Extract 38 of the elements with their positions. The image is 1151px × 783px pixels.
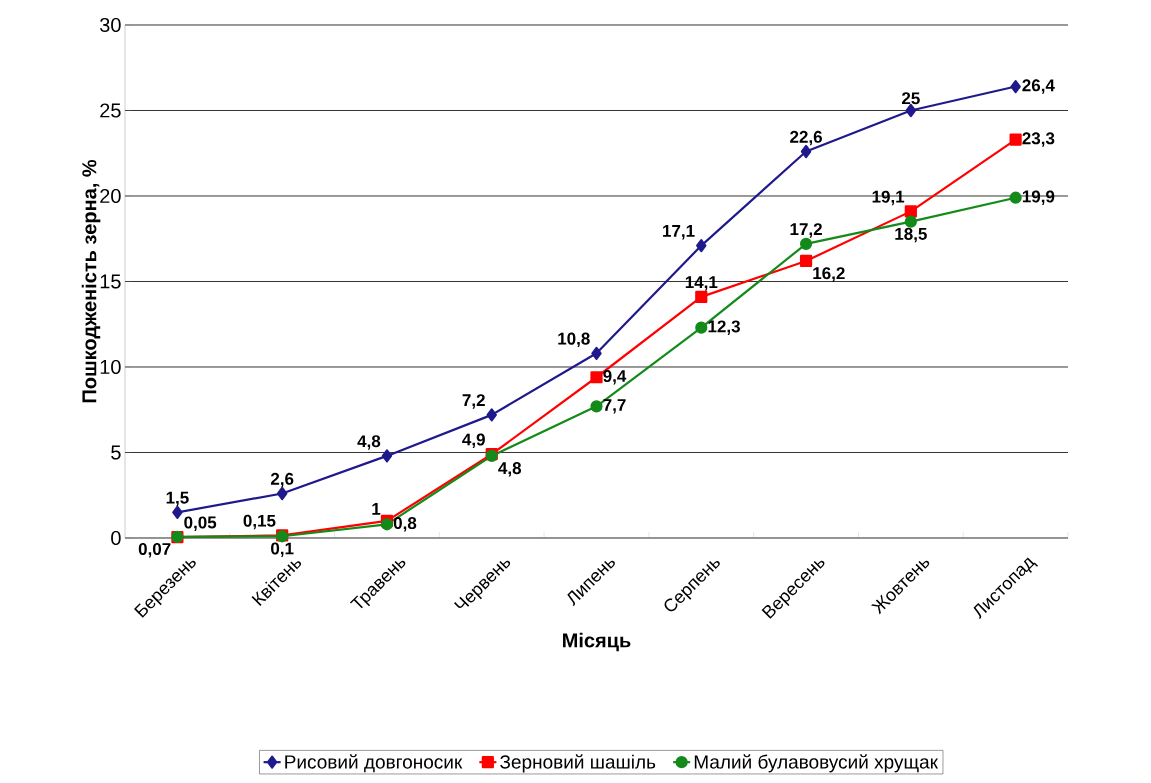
data-label: 19,1 bbox=[872, 190, 905, 206]
data-label: 0,05 bbox=[184, 516, 217, 531]
data-label: 4,9 bbox=[462, 433, 485, 448]
data-label: 0,15 bbox=[243, 514, 276, 530]
data-label: 17,2 bbox=[790, 223, 822, 238]
data-label: 9,4 bbox=[603, 370, 627, 385]
data-label: 19,9 bbox=[1022, 190, 1055, 205]
data-label: 23,3 bbox=[1022, 132, 1055, 147]
legend-label: Малий булавовусий хрущак bbox=[694, 754, 939, 773]
data-label: 18,5 bbox=[895, 227, 927, 243]
y-tick-label: 20 bbox=[100, 188, 121, 204]
y-tick-label: 5 bbox=[111, 445, 121, 460]
data-label: 17,1 bbox=[663, 225, 695, 240]
data-label: 10,8 bbox=[558, 332, 590, 348]
data-label: 7,2 bbox=[462, 394, 485, 409]
y-tick-label: 30 bbox=[100, 17, 121, 33]
y-axis-title: Пошкодженість зерна, % bbox=[81, 159, 101, 403]
data-label: 1,5 bbox=[166, 491, 189, 507]
data-label: 26,4 bbox=[1022, 79, 1055, 94]
legend-label: Рисовий довгоносик bbox=[285, 754, 463, 773]
data-label: 0,07 bbox=[138, 542, 171, 558]
y-tick-label: 10 bbox=[100, 359, 121, 375]
legend-label: Зерновий шашіль bbox=[500, 754, 656, 773]
data-label: 0,1 bbox=[271, 542, 294, 557]
y-tick-label: 15 bbox=[100, 274, 121, 289]
data-label: 25 bbox=[901, 92, 920, 105]
y-tick-label: 0 bbox=[111, 530, 121, 546]
data-label: 12,3 bbox=[708, 320, 740, 335]
data-label: 1 bbox=[372, 502, 381, 515]
data-label: 4,8 bbox=[498, 462, 522, 477]
data-label: 2,6 bbox=[270, 472, 294, 488]
data-label: 7,7 bbox=[603, 399, 626, 414]
x-axis-title: Місяць bbox=[563, 632, 631, 652]
data-label: 0,8 bbox=[393, 517, 417, 532]
data-label: 4,8 bbox=[357, 435, 381, 450]
data-label: 16,2 bbox=[813, 267, 845, 282]
data-label: 22,6 bbox=[790, 130, 822, 146]
y-tick-label: 25 bbox=[100, 103, 121, 118]
